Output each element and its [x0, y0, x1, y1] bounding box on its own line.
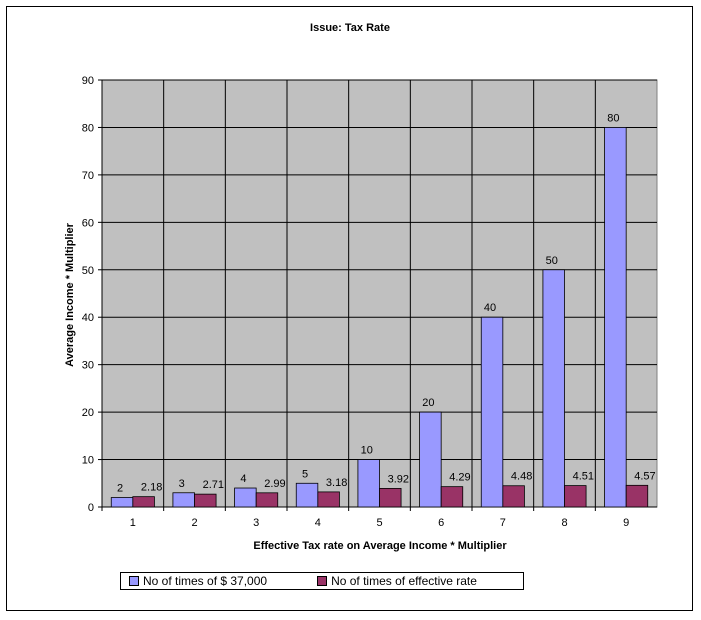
bar-series-1: [110, 497, 134, 508]
chart-title: Issue: Tax Rate: [310, 22, 390, 34]
data-label-series-2: 2.71: [203, 479, 224, 491]
bars: [110, 127, 649, 508]
x-tick-label: 1: [130, 517, 136, 529]
bar-series-2: [194, 493, 217, 508]
y-tick-label: 0: [88, 502, 94, 514]
data-label-series-2: 2.99: [264, 478, 285, 490]
bar-series-2: [317, 491, 340, 508]
bar-series-1: [419, 411, 442, 508]
y-tick-label: 30: [82, 360, 94, 372]
plot-area: [101, 79, 658, 508]
bar-series-1: [295, 482, 319, 508]
bar-series-1: [357, 459, 380, 508]
data-label-series-1: 80: [607, 112, 619, 124]
bar-series-1: [480, 316, 504, 508]
data-label-series-2: 4.29: [449, 472, 470, 484]
x-tick-label: 2: [191, 517, 197, 529]
data-label-series-1: 20: [422, 397, 434, 409]
legend-swatch-series-1: [129, 576, 139, 586]
data-label-series-2: 3.18: [326, 477, 347, 489]
x-tick-label: 5: [376, 517, 382, 529]
legend-label-series-1: No of times of $ 37,000: [143, 574, 268, 588]
y-axis-ticks: 0 10 20 30 40 50 60 70 80 90: [82, 75, 103, 514]
y-axis-label: Average Income * Multiplier: [64, 222, 76, 367]
data-label-series-2: 2.18: [141, 482, 162, 494]
bar-series-1: [542, 269, 565, 508]
bar-series-2: [440, 486, 464, 508]
y-tick-label: 40: [82, 312, 94, 324]
bar-series-2: [379, 488, 402, 508]
legend: No of times of $ 37,000 No of times of e…: [120, 572, 524, 590]
x-tick-label: 9: [623, 517, 629, 529]
x-axis-label: Effective Tax rate on Average Income * M…: [253, 540, 507, 552]
y-tick-label: 10: [82, 455, 94, 467]
x-tick-label: 7: [500, 517, 506, 529]
data-label-series-2: 3.92: [388, 473, 409, 485]
bar-series-2: [564, 485, 587, 508]
x-axis-ticks: 1 2 3 4 5 6 7 8 9: [101, 506, 657, 529]
data-label-series-2: 4.57: [634, 470, 655, 482]
chart-frame: [6, 6, 693, 611]
legend-item-series-1: No of times of $ 37,000: [129, 574, 267, 588]
y-tick-label: 80: [82, 122, 94, 134]
data-label-series-2: 4.48: [511, 471, 532, 483]
x-tick-label: 8: [561, 517, 567, 529]
legend-swatch-series-2: [317, 576, 328, 586]
data-label-series-2: 4.51: [573, 471, 594, 483]
y-tick-label: 90: [82, 75, 94, 87]
bar-series-1: [604, 127, 627, 508]
data-label-series-1: 50: [546, 255, 558, 267]
x-tick-label: 3: [253, 517, 259, 529]
bar-series-2: [625, 484, 649, 508]
bar-series-2: [132, 496, 155, 508]
data-label-series-1: 5: [302, 468, 308, 480]
legend-label-series-2: No of times of effective rate: [331, 574, 477, 588]
y-tick-label: 60: [82, 217, 94, 229]
data-label-series-1: 10: [361, 445, 373, 457]
data-label-series-1: 40: [484, 302, 496, 314]
x-tick-label: 6: [438, 517, 444, 529]
y-tick-label: 70: [82, 170, 94, 182]
bar-series-2: [255, 492, 279, 508]
bar-series-1: [172, 492, 195, 508]
data-label-series-1: 3: [179, 478, 185, 490]
data-label-series-1: 2: [117, 483, 123, 495]
y-tick-label: 50: [82, 265, 94, 277]
bar-series-1: [234, 487, 257, 508]
data-label-series-1: 4: [240, 473, 246, 485]
legend-item-series-2: No of times of effective rate: [317, 574, 477, 588]
x-tick-label: 4: [315, 517, 321, 529]
y-tick-label: 20: [82, 407, 94, 419]
bar-series-2: [502, 485, 525, 508]
bar-labels: 2 2.18 3 2.71 4 2.99 5 3.18 10 3.92 20 4.29 40 4.48 50…: [117, 112, 656, 494]
